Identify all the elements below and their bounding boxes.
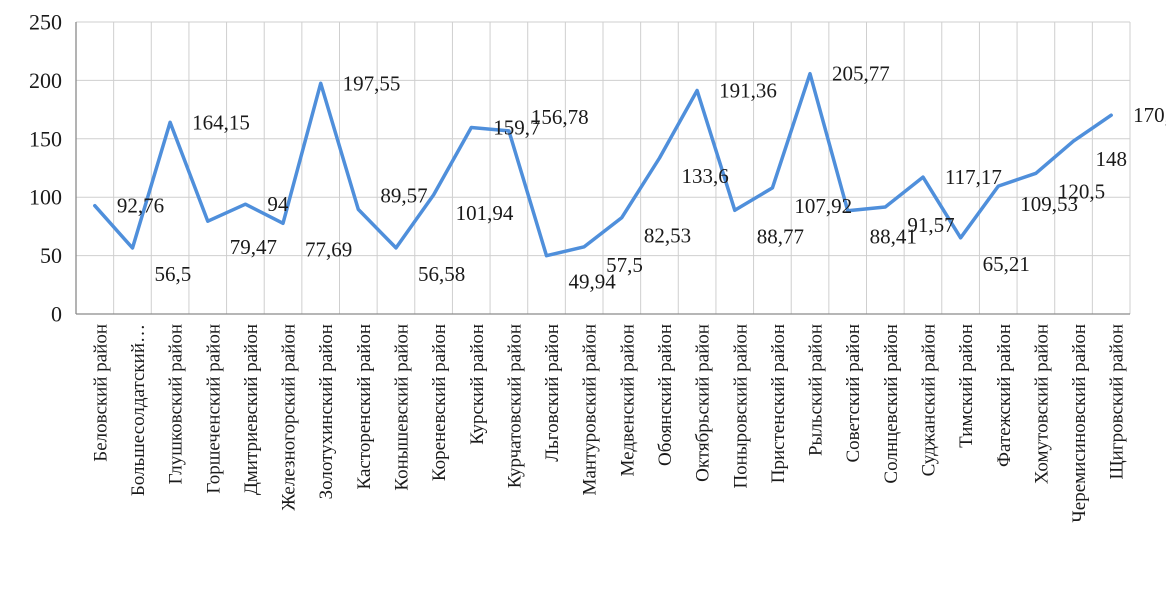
data-point [619,215,625,221]
data-point [393,245,399,251]
x-tick-label: Глушковский район [166,324,187,484]
series-line [93,71,1113,258]
data-point [656,155,662,161]
data-label: 57,5 [606,253,643,277]
y-tick-label: 250 [29,10,62,35]
x-tick-label: Золотухинский район [316,324,337,499]
data-label: 133,6 [681,164,728,188]
data-label: 101,94 [456,201,514,225]
x-tick-label: Солнцевский район [881,324,902,484]
data-label: 77,69 [305,237,352,261]
x-tick-label: Дмитриевский район [241,324,262,495]
data-label: 205,77 [832,62,890,86]
x-tick-label: Курчатовский район [504,324,525,488]
x-tick-label: Фатежский район [994,324,1015,467]
x-tick-label: Кореневский район [429,324,450,481]
data-point [280,220,286,226]
data-label: 49,94 [569,270,617,294]
data-label: 107,92 [794,194,852,218]
x-tick-label: Беловский район [90,324,111,462]
data-point [318,80,324,86]
data-label: 197,55 [343,71,401,95]
data-label: 92,76 [117,194,164,218]
data-point [1108,112,1114,118]
data-point [205,218,211,224]
data-label: 94 [267,192,289,216]
y-tick-label: 150 [29,126,62,151]
x-tick-label: Хомутовский район [1031,324,1052,484]
x-tick-label: Железногорский район [279,324,300,511]
data-point [732,207,738,213]
data-label: 91,57 [907,213,954,237]
x-tick-label: Большесолдатский… [128,324,149,496]
data-point [167,119,173,125]
x-tick-label: Медвенский район [617,324,638,476]
data-label: 148 [1096,147,1128,171]
data-point [769,185,775,191]
data-point [958,235,964,241]
x-tick-label: Льговский район [542,324,563,462]
data-label: 109,53 [1020,192,1078,216]
x-tick-label: Поныровский район [730,324,751,489]
data-point [92,203,98,209]
data-label: 79,47 [230,235,277,259]
data-label: 65,21 [983,252,1030,276]
y-tick-label: 200 [29,68,62,93]
x-tick-label: Суджанский район [918,324,939,476]
x-tick-label: Касторенский район [354,324,375,489]
data-point [882,204,888,210]
data-label: 164,15 [192,110,250,134]
data-point [242,201,248,207]
x-tick-label: Обоянский район [655,324,676,466]
y-tick-label: 50 [40,243,62,268]
x-tick-label: Щигровский район [1107,324,1128,480]
data-point [544,253,550,259]
data-label: 88,41 [870,225,917,249]
y-tick-label: 0 [51,302,62,327]
series [92,71,1114,259]
x-tick-labels: Беловский район Большесолдатский… Глушковс… [90,324,1127,523]
x-tick-label: Рыльский район [806,324,827,456]
x-tick-label: Конышевский район [391,324,412,491]
data-label: 191,36 [719,78,777,102]
data-point [1071,138,1077,144]
data-label: 156,78 [531,105,589,129]
data-label: 120,5 [1058,179,1105,203]
data-point [129,245,135,251]
axes [75,22,1130,315]
data-point [807,71,813,77]
data-label: 159,7 [493,115,540,139]
data-point [1033,170,1039,176]
x-tick-label: Пристенский район [768,324,789,483]
data-point [694,87,700,93]
x-tick-label: Мантуровский район [580,324,601,495]
data-labels: 92,76 56,5 164,15 79,47 94 77,69 197,55 89,57 56… [117,62,1166,294]
data-label: 89,57 [380,183,427,207]
y-tick-labels: 0 50 100 150 200 250 [29,10,62,327]
data-label: 170,17 [1133,103,1166,127]
data-point [920,174,926,180]
x-tick-label: Горшеченский район [203,324,224,494]
data-point [355,206,361,212]
x-tick-label: Тимский район [956,324,977,448]
data-label: 82,53 [644,224,691,248]
y-tick-label: 100 [29,185,62,210]
data-label: 56,5 [154,262,191,286]
data-point [581,244,587,250]
x-tick-label: Курский район [467,324,488,445]
data-point [468,124,474,130]
x-tick-label: Черемисиновский район [1069,324,1090,523]
x-tick-label: Октябрьский район [693,324,714,482]
data-label: 56,58 [418,262,465,286]
data-label: 117,17 [945,165,1002,189]
x-tick-label: Советский район [843,324,864,463]
data-label: 88,77 [757,224,804,248]
data-point [431,192,437,198]
